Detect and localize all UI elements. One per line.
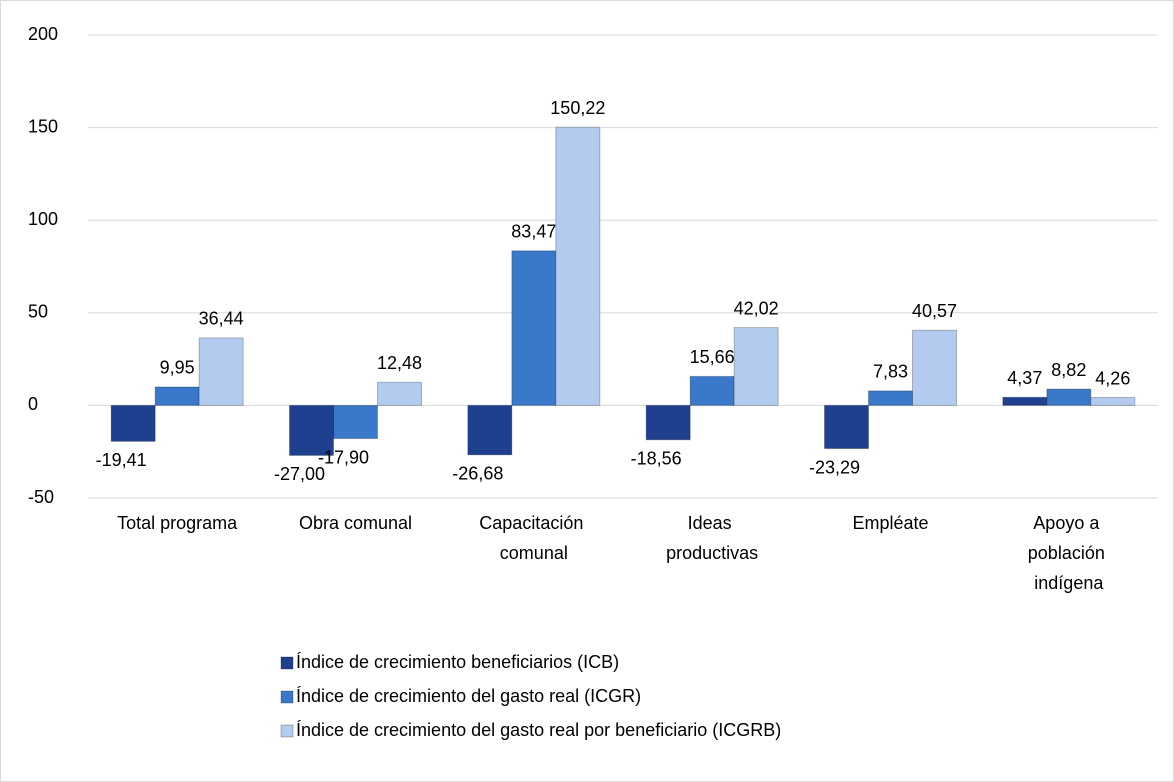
- x-tick-label: Empléate: [852, 513, 928, 533]
- data-label: 4,37: [1007, 368, 1042, 388]
- legend-swatch: [280, 724, 294, 738]
- bar: [645, 404, 691, 441]
- x-tick-label: Total programa: [117, 513, 238, 533]
- data-label: -26,68: [452, 464, 503, 484]
- bar: [110, 404, 156, 442]
- x-tick-label: Obra comunal: [299, 513, 412, 533]
- data-label: 40,57: [912, 301, 957, 321]
- legend-label: Índice de crecimiento del gasto real (IC…: [296, 686, 641, 706]
- bar: [868, 390, 913, 406]
- bar: [733, 327, 779, 406]
- x-tick-label: Apoyo a población indígena: [1028, 513, 1110, 593]
- data-label: -19,41: [96, 450, 147, 470]
- bar: [1002, 396, 1048, 406]
- data-label: 83,47: [511, 222, 556, 242]
- legend-label: Índice de crecimiento del gasto real por…: [296, 720, 781, 740]
- data-label: 42,02: [734, 298, 779, 318]
- data-label: 15,66: [690, 347, 735, 367]
- legend-label: Índice de crecimiento beneficiarios (ICB…: [296, 652, 619, 672]
- x-tick-label: Ideas productivas: [666, 513, 758, 563]
- bar: [689, 375, 735, 406]
- bar: [1046, 388, 1092, 406]
- y-tick-label: -50: [28, 487, 54, 507]
- data-label: -27,00: [274, 464, 325, 484]
- bar: [511, 250, 557, 406]
- data-label: 9,95: [160, 358, 195, 378]
- bar: [467, 404, 513, 456]
- data-label: 12,48: [377, 353, 422, 373]
- legend-swatch: [280, 656, 294, 670]
- bar: [824, 404, 869, 450]
- data-label: 4,26: [1095, 368, 1130, 388]
- data-label: 7,83: [873, 362, 908, 382]
- bar: [154, 386, 200, 406]
- data-label: 150,22: [550, 98, 605, 118]
- bar: [912, 329, 957, 406]
- bar: [1090, 397, 1136, 406]
- legend-swatch: [280, 690, 294, 704]
- x-tick-label: Capacitación comunal: [479, 513, 588, 563]
- y-tick-label: 0: [28, 394, 38, 414]
- data-label: -18,56: [631, 449, 682, 469]
- bar: [377, 381, 422, 406]
- bar: [333, 404, 378, 440]
- y-tick-label: 50: [28, 302, 48, 322]
- bar: [198, 337, 244, 406]
- bar: [555, 126, 601, 406]
- data-label: 8,82: [1051, 360, 1086, 380]
- data-label: -17,90: [318, 447, 369, 467]
- y-tick-label: 200: [28, 24, 58, 44]
- data-label: 36,44: [199, 309, 244, 329]
- y-tick-label: 100: [28, 209, 58, 229]
- y-tick-label: 150: [28, 116, 58, 136]
- data-label: -23,29: [809, 457, 860, 477]
